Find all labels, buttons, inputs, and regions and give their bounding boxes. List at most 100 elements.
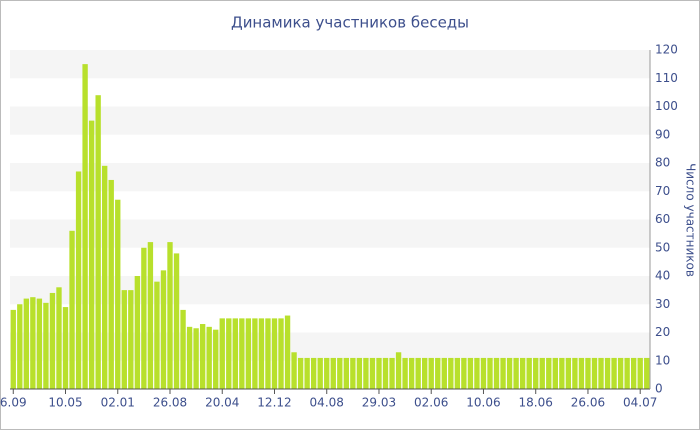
bar xyxy=(395,352,402,389)
bar xyxy=(226,318,232,389)
bar xyxy=(23,298,30,389)
bar xyxy=(88,120,95,389)
y-tick-label: 100 xyxy=(655,99,678,113)
bar xyxy=(467,357,474,389)
bar xyxy=(617,357,624,389)
bar xyxy=(141,247,147,389)
y-tick-label: 40 xyxy=(655,269,670,283)
bar xyxy=(324,357,330,389)
bar xyxy=(350,357,356,389)
y-tick-label: 0 xyxy=(655,382,663,396)
bar xyxy=(271,318,278,389)
bar xyxy=(154,281,160,389)
bar xyxy=(487,357,493,389)
bar xyxy=(115,199,121,389)
bar xyxy=(297,357,304,389)
bar xyxy=(578,357,585,389)
bar xyxy=(199,324,206,389)
y-tick-label: 10 xyxy=(655,353,670,367)
x-tick-label: 12.12 xyxy=(257,396,291,410)
bar xyxy=(519,357,526,389)
bar xyxy=(180,309,186,389)
bar xyxy=(441,357,447,389)
bar xyxy=(193,328,199,389)
bar xyxy=(624,357,630,389)
bar xyxy=(75,171,82,389)
x-tick-label: 26.08 xyxy=(153,396,187,410)
bar xyxy=(147,242,154,389)
bar xyxy=(206,326,212,389)
bar xyxy=(213,329,219,389)
bar xyxy=(448,357,454,389)
bar xyxy=(317,357,323,389)
y-tick-label: 110 xyxy=(655,71,678,85)
bar xyxy=(265,318,271,389)
bar xyxy=(461,357,467,389)
bar xyxy=(604,357,611,389)
bar xyxy=(232,318,238,389)
bar xyxy=(304,357,310,389)
bar xyxy=(552,357,558,389)
bar xyxy=(330,357,336,389)
bar xyxy=(591,357,598,389)
bar xyxy=(644,357,650,389)
bar xyxy=(43,302,49,389)
bar xyxy=(291,352,297,389)
bar xyxy=(513,357,519,389)
y-tick-label: 90 xyxy=(655,127,670,141)
bar xyxy=(49,292,56,389)
grid-band xyxy=(10,163,650,192)
bar xyxy=(10,309,16,389)
bar xyxy=(637,357,643,389)
bar xyxy=(343,357,350,389)
bar xyxy=(167,242,173,389)
bar xyxy=(30,297,36,389)
x-tick-label: 18.06 xyxy=(519,396,553,410)
bar xyxy=(559,357,565,389)
bar xyxy=(572,357,578,389)
x-tick-label: 6.09 xyxy=(0,396,27,410)
bar xyxy=(376,357,382,389)
bar xyxy=(69,230,75,389)
bar xyxy=(173,253,180,389)
bar xyxy=(284,315,291,389)
bar xyxy=(252,318,258,389)
x-tick-label: 04.08 xyxy=(310,396,344,410)
bar xyxy=(128,290,134,389)
y-tick-label: 70 xyxy=(655,184,670,198)
bar xyxy=(598,357,604,389)
y-tick-label: 20 xyxy=(655,325,670,339)
x-tick-label: 10.05 xyxy=(48,396,82,410)
bar xyxy=(533,357,539,389)
bar xyxy=(506,357,513,389)
bar xyxy=(278,318,284,389)
bar xyxy=(408,357,415,389)
bar xyxy=(493,357,500,389)
bar xyxy=(363,357,369,389)
bar xyxy=(95,95,101,389)
bar xyxy=(239,318,245,389)
bar xyxy=(480,357,487,389)
bar xyxy=(310,357,317,389)
bar xyxy=(62,307,69,389)
bar xyxy=(337,357,343,389)
bar xyxy=(546,357,552,389)
x-tick-label: 04.07 xyxy=(623,396,657,410)
bar xyxy=(474,357,480,389)
bar xyxy=(611,357,617,389)
bar xyxy=(526,357,532,389)
y-tick-label: 30 xyxy=(655,297,670,311)
bar xyxy=(539,357,545,389)
bar xyxy=(428,357,434,389)
bar xyxy=(382,357,389,389)
bar xyxy=(245,318,252,389)
y-tick-label: 50 xyxy=(655,240,670,254)
bar xyxy=(82,64,88,389)
bar xyxy=(17,304,23,389)
x-tick-label: 10.06 xyxy=(466,396,500,410)
bar xyxy=(402,357,408,389)
bar xyxy=(108,179,114,389)
bar xyxy=(36,298,43,389)
x-tick-label: 20.04 xyxy=(205,396,239,410)
bar xyxy=(435,357,441,389)
